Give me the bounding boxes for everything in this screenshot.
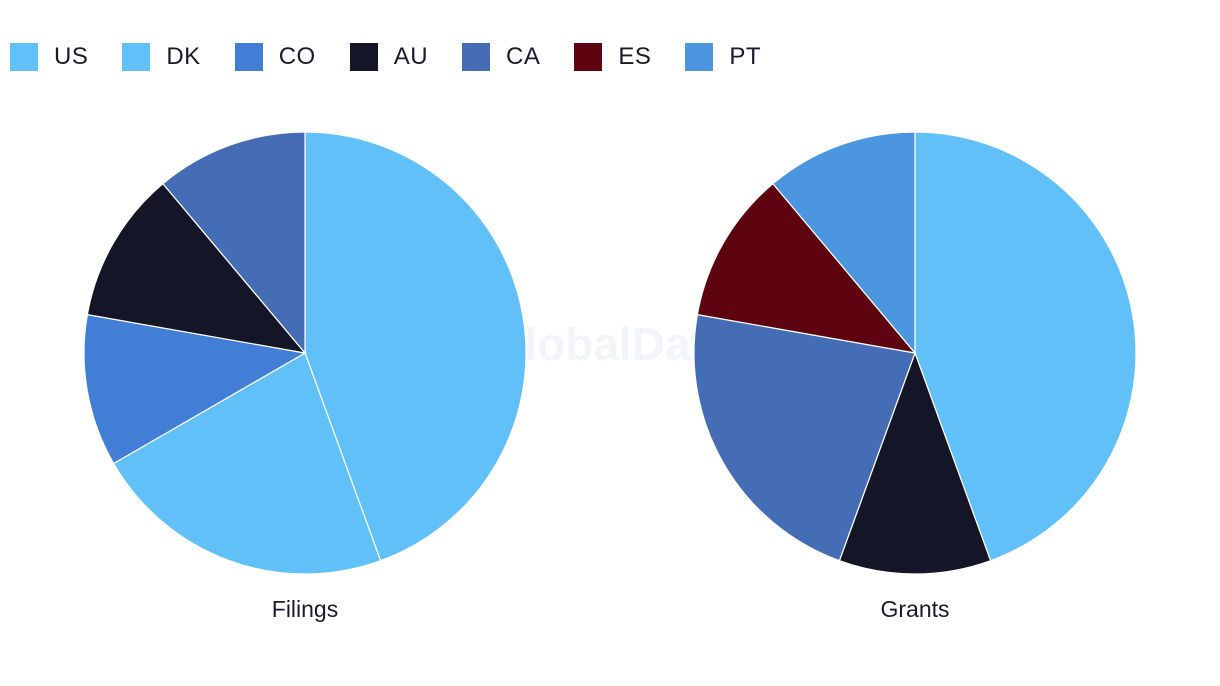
legend-label: DK	[166, 43, 201, 70]
legend-item-pt[interactable]: PT	[685, 43, 761, 71]
watermark-text: GlobalData	[489, 318, 732, 370]
legend-swatch	[122, 43, 151, 71]
legend-label: PT	[729, 43, 762, 70]
pie-slice-us[interactable]	[304, 131, 527, 562]
legend-label: CO	[278, 43, 316, 70]
legend-item-es[interactable]: ES	[574, 43, 651, 71]
filings-pie	[83, 131, 527, 575]
legend-swatch	[574, 43, 603, 71]
legend-item-ca[interactable]: CA	[462, 43, 540, 71]
pie-slice-dk[interactable]	[112, 352, 382, 575]
legend-swatch	[685, 43, 714, 71]
pie-slice-au[interactable]	[838, 351, 992, 575]
legend-item-us[interactable]: US	[10, 43, 88, 71]
grants-pie	[693, 131, 1137, 575]
filings-pie-title: Filings	[272, 596, 338, 622]
legend-swatch	[10, 43, 38, 71]
pie-slice-ca[interactable]	[693, 313, 916, 562]
legend-label: ES	[618, 43, 652, 70]
legend-item-co[interactable]: CO	[234, 43, 316, 71]
legend-swatch	[462, 43, 491, 71]
legend-item-dk[interactable]: DK	[122, 43, 200, 71]
pie-slice-co[interactable]	[83, 313, 307, 465]
legend-label: AU	[393, 43, 429, 70]
pie-slice-pt[interactable]	[772, 131, 916, 355]
pie-slice-us[interactable]	[914, 131, 1137, 562]
legend-swatch	[349, 43, 378, 71]
pie-slice-es[interactable]	[696, 182, 917, 354]
legend-item-au[interactable]: AU	[349, 43, 429, 71]
pie-slice-ca[interactable]	[162, 131, 306, 355]
chart-legend: US DK CO AU CA ES PT	[10, 42, 795, 72]
pie-slice-au[interactable]	[86, 182, 307, 354]
legend-label: US	[54, 43, 89, 70]
grants-pie-title: Grants	[880, 596, 949, 622]
legend-label: CA	[506, 43, 541, 70]
legend-swatch	[234, 43, 263, 71]
